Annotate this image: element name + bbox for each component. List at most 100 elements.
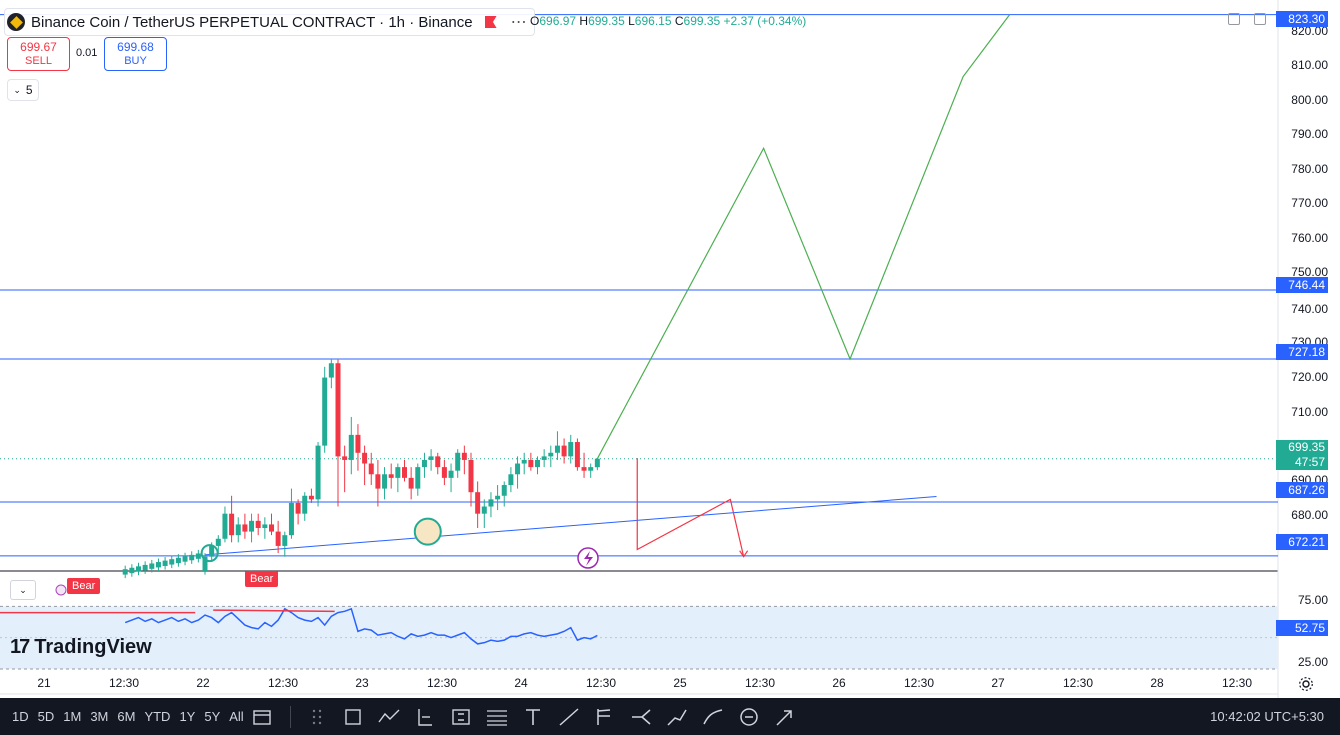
candle-body (568, 442, 574, 457)
flag-icon[interactable] (484, 16, 497, 28)
ohlc-high-value: 699.35 (588, 14, 625, 28)
spread-value: 0.01 (76, 47, 98, 59)
candle-body (541, 456, 547, 460)
clock[interactable]: 10:42:02 UTC+5:30 (1210, 709, 1324, 724)
fib-retracement-icon[interactable] (484, 704, 510, 730)
swing-low-marker (200, 544, 219, 563)
x-tick: 12:30 (1062, 676, 1094, 690)
x-tick: 12:30 (903, 676, 935, 690)
timeframe-all[interactable]: All (229, 709, 244, 724)
y-tick: 720.00 (1291, 370, 1328, 384)
current-price-tag: 699.35 47:57 (1276, 440, 1328, 470)
price-chart[interactable] (0, 0, 1340, 698)
candle-body (169, 559, 175, 565)
brush-icon[interactable] (700, 704, 726, 730)
candle-body (515, 463, 521, 475)
y-tick: 790.00 (1291, 127, 1328, 141)
candle-body (508, 474, 514, 486)
bear-label: Bear (67, 578, 101, 594)
tradingview-logo: 17 TradingView (10, 636, 152, 659)
symbol-legend[interactable]: Binance Coin / TetherUS PERPETUAL CONTRA… (4, 8, 535, 36)
projection-path-bullish (596, 14, 1011, 459)
candle-body (282, 535, 288, 546)
rsi-value-tag: 52.75 (1276, 620, 1328, 636)
candle-body (402, 467, 407, 478)
y-tick: 710.00 (1291, 405, 1328, 419)
x-tick: 21 (37, 676, 51, 690)
timeframe-5d[interactable]: 5D (37, 709, 55, 724)
price-tag-support-1: 687.26 (1276, 482, 1328, 498)
candle-body (415, 467, 421, 489)
candle-body (548, 452, 554, 457)
indicator-marker-icon (55, 584, 67, 596)
timeframe-1y[interactable]: 1Y (179, 709, 196, 724)
timeframe-ytd[interactable]: YTD (144, 709, 171, 724)
candle-body (269, 524, 274, 532)
arrow-tool-icon[interactable] (772, 704, 798, 730)
buy-button[interactable]: 699.68 BUY (104, 37, 167, 71)
candle-body (468, 459, 474, 493)
candle-body (129, 567, 135, 574)
timeframe-1m[interactable]: 1M (63, 709, 82, 724)
bottom-toolbar: 1D 5D 1M 3M 6M YTD 1Y 5Y All 10:42:02 UT… (0, 698, 1340, 735)
path-tool-icon[interactable] (664, 704, 690, 730)
candle-body (448, 470, 454, 478)
x-tick: 28 (1150, 676, 1164, 690)
candle-body (202, 556, 208, 571)
candle-body (461, 452, 467, 460)
sell-price: 699.67 (20, 40, 57, 54)
polyline-tool-icon[interactable] (376, 704, 402, 730)
trend-line-icon[interactable] (556, 704, 582, 730)
candle-body (275, 531, 281, 546)
ohlc-close-key: C (674, 14, 684, 28)
scroll-down-icon[interactable] (1228, 13, 1240, 25)
candle-body (588, 467, 594, 471)
x-tick: 12:30 (426, 676, 458, 690)
rectangle-tool-icon[interactable] (340, 704, 366, 730)
candle-body (528, 459, 534, 468)
timeframe-6m[interactable]: 6M (117, 709, 136, 724)
sell-button[interactable]: 699.67 SELL (7, 37, 70, 71)
ohlc-values: O696.97 H699.35 L696.15 C699.35 +2.37 (+… (530, 14, 806, 28)
long-position-icon[interactable] (412, 704, 438, 730)
text-tool-icon[interactable] (520, 704, 546, 730)
candle-body (348, 434, 354, 460)
candle-body (408, 477, 414, 489)
candle-body (189, 554, 195, 561)
drag-handle-icon[interactable] (304, 704, 330, 730)
x-tick: 12:30 (585, 676, 617, 690)
more-options-icon[interactable]: ⋯ (510, 14, 528, 31)
forecast-icon[interactable] (628, 704, 654, 730)
candle-body (249, 520, 255, 532)
timeframe-5y[interactable]: 5Y (204, 709, 221, 724)
collapse-indicators-button[interactable]: ⌄ 5 (7, 79, 39, 101)
timeframe-3m[interactable]: 3M (90, 709, 109, 724)
candle-body (175, 557, 181, 564)
maximize-icon[interactable] (1254, 13, 1266, 25)
candle-body (441, 467, 447, 478)
candle-body (455, 452, 461, 471)
candle-body (288, 502, 294, 536)
candle-body (561, 445, 567, 457)
candle-body (574, 442, 580, 468)
tradingview-wordmark: TradingView (34, 636, 152, 658)
candle-body (535, 459, 540, 468)
rsi-line (124, 607, 598, 645)
candle-body (362, 452, 368, 464)
y-tick: 770.00 (1291, 196, 1328, 210)
timeframe-1d[interactable]: 1D (12, 709, 29, 724)
chart-settings-icon[interactable] (1298, 676, 1314, 692)
date-range-icon[interactable] (249, 704, 275, 730)
x-tick: 12:30 (1221, 676, 1253, 690)
y-tick: 810.00 (1291, 58, 1328, 72)
pitchfork-icon[interactable] (592, 704, 618, 730)
buy-price: 699.68 (117, 40, 154, 54)
x-tick: 12:30 (744, 676, 776, 690)
candle-body (295, 502, 301, 514)
arrow-head (739, 550, 749, 558)
short-position-icon[interactable] (448, 704, 474, 730)
candle-body (521, 459, 527, 464)
indicator-collapse-button[interactable]: ⌄ (10, 580, 36, 600)
candle-body (136, 566, 141, 572)
measure-icon[interactable] (736, 704, 762, 730)
